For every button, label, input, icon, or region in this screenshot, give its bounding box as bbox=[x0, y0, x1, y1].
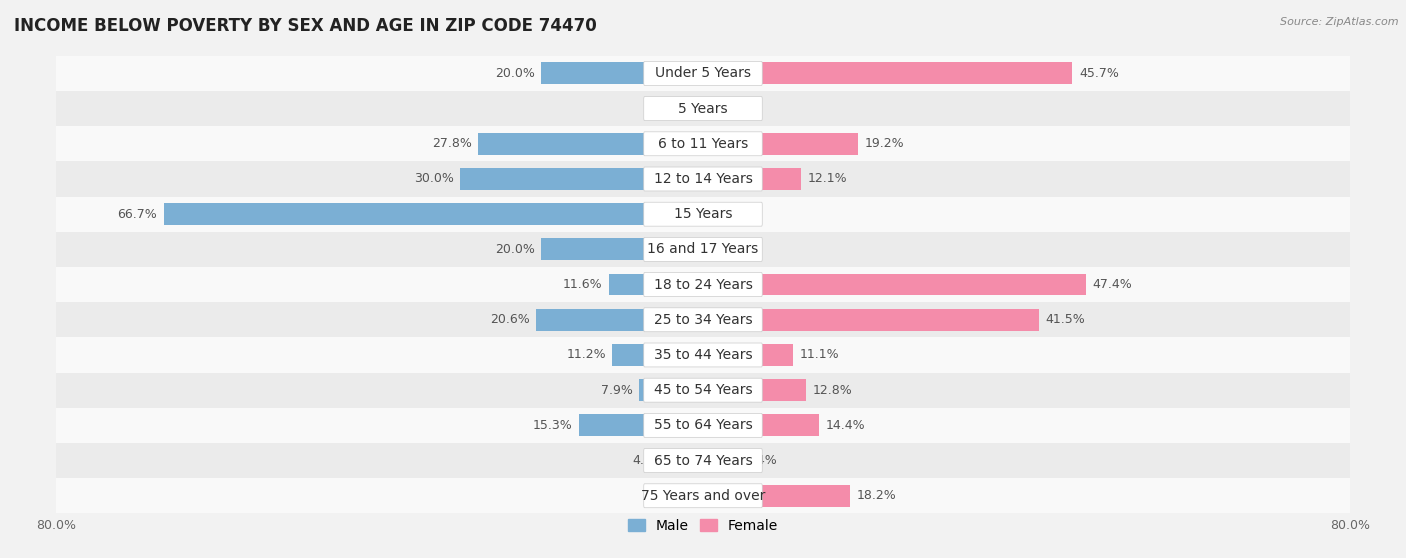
Text: 7.9%: 7.9% bbox=[600, 384, 633, 397]
Text: 15 Years: 15 Years bbox=[673, 207, 733, 221]
Text: 12.8%: 12.8% bbox=[813, 384, 852, 397]
Bar bbox=[56, 443, 1350, 478]
Bar bbox=[579, 415, 703, 436]
Bar bbox=[56, 338, 1350, 373]
Bar bbox=[541, 238, 703, 260]
FancyBboxPatch shape bbox=[644, 343, 762, 367]
Text: 16 and 17 Years: 16 and 17 Years bbox=[647, 242, 759, 256]
FancyBboxPatch shape bbox=[644, 308, 762, 332]
Text: 6 to 11 Years: 6 to 11 Years bbox=[658, 137, 748, 151]
Bar bbox=[640, 379, 703, 401]
Text: 0.0%: 0.0% bbox=[710, 243, 741, 256]
Bar bbox=[703, 273, 1087, 296]
FancyBboxPatch shape bbox=[644, 202, 762, 226]
FancyBboxPatch shape bbox=[644, 61, 762, 85]
Text: 20.0%: 20.0% bbox=[495, 243, 534, 256]
Text: 65 to 74 Years: 65 to 74 Years bbox=[654, 454, 752, 468]
Bar bbox=[56, 126, 1350, 161]
Text: 20.6%: 20.6% bbox=[491, 313, 530, 326]
FancyBboxPatch shape bbox=[644, 378, 762, 402]
Text: 11.2%: 11.2% bbox=[567, 349, 606, 362]
Text: 30.0%: 30.0% bbox=[415, 172, 454, 185]
Text: 5 Years: 5 Years bbox=[678, 102, 728, 116]
Bar bbox=[56, 91, 1350, 126]
FancyBboxPatch shape bbox=[644, 132, 762, 156]
Text: 14.4%: 14.4% bbox=[825, 419, 866, 432]
Text: 11.6%: 11.6% bbox=[564, 278, 603, 291]
Text: 0.0%: 0.0% bbox=[710, 102, 741, 115]
Bar bbox=[703, 309, 1039, 331]
Bar bbox=[56, 56, 1350, 91]
Text: 41.5%: 41.5% bbox=[1045, 313, 1084, 326]
Text: 4.0%: 4.0% bbox=[633, 454, 664, 467]
Text: 66.7%: 66.7% bbox=[118, 208, 157, 220]
Text: 12 to 14 Years: 12 to 14 Years bbox=[654, 172, 752, 186]
Bar bbox=[56, 232, 1350, 267]
Bar bbox=[703, 62, 1073, 84]
FancyBboxPatch shape bbox=[644, 97, 762, 121]
FancyBboxPatch shape bbox=[644, 273, 762, 296]
Text: 47.4%: 47.4% bbox=[1092, 278, 1132, 291]
Bar bbox=[478, 133, 703, 155]
Text: 0.0%: 0.0% bbox=[665, 102, 696, 115]
Bar bbox=[613, 344, 703, 366]
FancyBboxPatch shape bbox=[644, 484, 762, 508]
Bar bbox=[56, 196, 1350, 232]
Text: 0.0%: 0.0% bbox=[665, 489, 696, 502]
Bar bbox=[163, 203, 703, 225]
Bar bbox=[703, 415, 820, 436]
Text: 75 Years and over: 75 Years and over bbox=[641, 489, 765, 503]
Text: 18 to 24 Years: 18 to 24 Years bbox=[654, 277, 752, 292]
Bar bbox=[56, 267, 1350, 302]
Bar bbox=[56, 302, 1350, 338]
Bar bbox=[541, 62, 703, 84]
FancyBboxPatch shape bbox=[644, 449, 762, 473]
Bar bbox=[703, 450, 738, 472]
Bar bbox=[609, 273, 703, 296]
Bar bbox=[56, 408, 1350, 443]
Text: 45 to 54 Years: 45 to 54 Years bbox=[654, 383, 752, 397]
Text: 20.0%: 20.0% bbox=[495, 67, 534, 80]
Text: 18.2%: 18.2% bbox=[856, 489, 897, 502]
Bar bbox=[56, 478, 1350, 513]
Bar bbox=[671, 450, 703, 472]
Bar bbox=[703, 485, 851, 507]
Text: 12.1%: 12.1% bbox=[807, 172, 846, 185]
Text: 4.4%: 4.4% bbox=[745, 454, 776, 467]
Bar bbox=[56, 161, 1350, 196]
Bar bbox=[461, 168, 703, 190]
Text: 35 to 44 Years: 35 to 44 Years bbox=[654, 348, 752, 362]
Bar bbox=[703, 344, 793, 366]
Bar bbox=[703, 379, 807, 401]
FancyBboxPatch shape bbox=[644, 167, 762, 191]
Text: 55 to 64 Years: 55 to 64 Years bbox=[654, 418, 752, 432]
Text: 19.2%: 19.2% bbox=[865, 137, 904, 150]
Bar bbox=[56, 373, 1350, 408]
Text: 45.7%: 45.7% bbox=[1078, 67, 1119, 80]
Text: 25 to 34 Years: 25 to 34 Years bbox=[654, 313, 752, 327]
Text: 0.0%: 0.0% bbox=[710, 208, 741, 220]
FancyBboxPatch shape bbox=[644, 237, 762, 261]
Text: 15.3%: 15.3% bbox=[533, 419, 572, 432]
Bar bbox=[703, 133, 858, 155]
Text: 11.1%: 11.1% bbox=[799, 349, 839, 362]
Text: Under 5 Years: Under 5 Years bbox=[655, 66, 751, 80]
Legend: Male, Female: Male, Female bbox=[623, 513, 783, 538]
Text: INCOME BELOW POVERTY BY SEX AND AGE IN ZIP CODE 74470: INCOME BELOW POVERTY BY SEX AND AGE IN Z… bbox=[14, 17, 596, 35]
Text: Source: ZipAtlas.com: Source: ZipAtlas.com bbox=[1281, 17, 1399, 27]
Bar bbox=[537, 309, 703, 331]
FancyBboxPatch shape bbox=[644, 413, 762, 437]
Bar bbox=[703, 168, 801, 190]
Text: 27.8%: 27.8% bbox=[432, 137, 472, 150]
